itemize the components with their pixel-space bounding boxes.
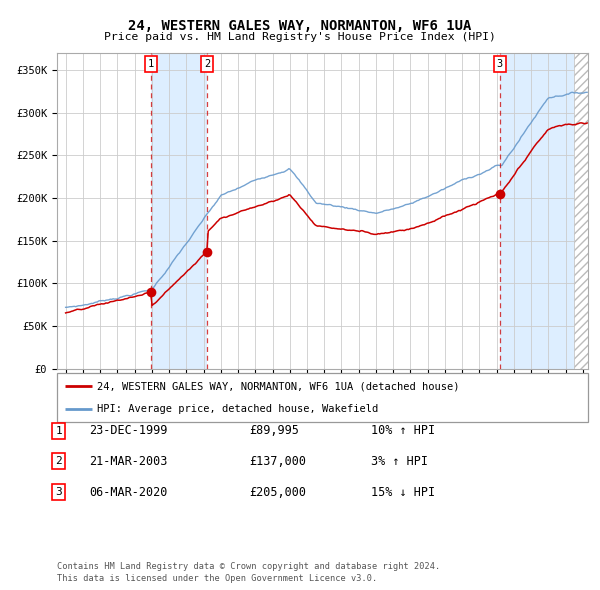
Text: 10% ↑ HPI: 10% ↑ HPI — [371, 424, 435, 437]
Text: HPI: Average price, detached house, Wakefield: HPI: Average price, detached house, Wake… — [97, 404, 378, 414]
Text: 3: 3 — [55, 487, 62, 497]
FancyBboxPatch shape — [57, 373, 588, 422]
Text: £205,000: £205,000 — [249, 486, 306, 499]
Text: 06-MAR-2020: 06-MAR-2020 — [89, 486, 167, 499]
Text: Price paid vs. HM Land Registry's House Price Index (HPI): Price paid vs. HM Land Registry's House … — [104, 32, 496, 42]
Bar — [500, 53, 583, 369]
Text: Contains HM Land Registry data © Crown copyright and database right 2024.: Contains HM Land Registry data © Crown c… — [57, 562, 440, 571]
Text: £137,000: £137,000 — [249, 455, 306, 468]
Bar — [574, 53, 588, 369]
Text: 2: 2 — [204, 59, 211, 69]
Text: 3: 3 — [497, 59, 503, 69]
Text: 24, WESTERN GALES WAY, NORMANTON, WF6 1UA (detached house): 24, WESTERN GALES WAY, NORMANTON, WF6 1U… — [97, 381, 460, 391]
Bar — [574, 53, 588, 369]
Text: 23-DEC-1999: 23-DEC-1999 — [89, 424, 167, 437]
Text: 24, WESTERN GALES WAY, NORMANTON, WF6 1UA: 24, WESTERN GALES WAY, NORMANTON, WF6 1U… — [128, 19, 472, 34]
Text: 3% ↑ HPI: 3% ↑ HPI — [371, 455, 428, 468]
Text: 1: 1 — [55, 426, 62, 435]
Bar — [151, 53, 208, 369]
Text: 2: 2 — [55, 457, 62, 466]
Text: 15% ↓ HPI: 15% ↓ HPI — [371, 486, 435, 499]
Text: This data is licensed under the Open Government Licence v3.0.: This data is licensed under the Open Gov… — [57, 574, 377, 583]
Text: 21-MAR-2003: 21-MAR-2003 — [89, 455, 167, 468]
Text: 1: 1 — [148, 59, 154, 69]
Text: £89,995: £89,995 — [249, 424, 299, 437]
